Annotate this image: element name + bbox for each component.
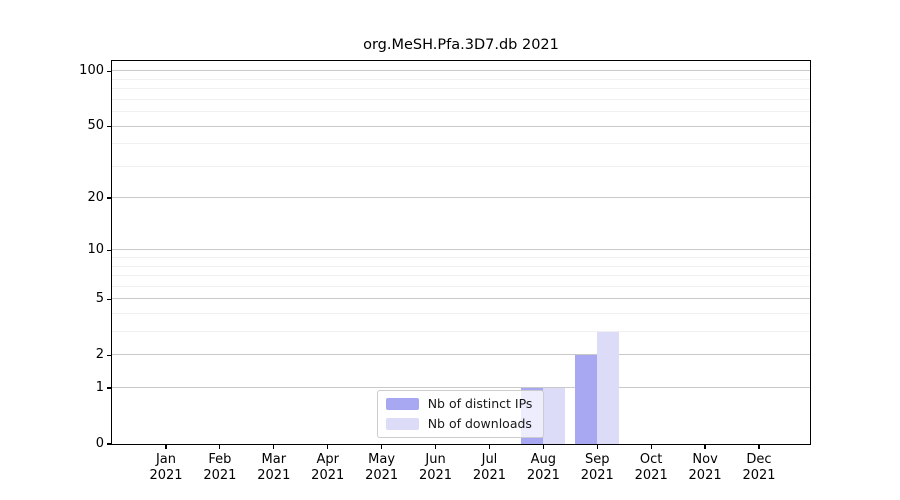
y-tick-mark-20 xyxy=(106,197,112,199)
y-tick-label-20: 20 xyxy=(87,190,104,206)
gridline-y-6 xyxy=(111,286,810,287)
bar-aug-downloads xyxy=(543,387,566,444)
gridline-y-70 xyxy=(111,98,810,100)
y-tick-mark-50 xyxy=(106,125,112,127)
x-tick-year: 2021 xyxy=(203,467,237,483)
x-tick-year: 2021 xyxy=(472,467,506,483)
x-tick-year: 2021 xyxy=(634,467,668,483)
x-tick-label-mar: Mar 2021 xyxy=(244,452,304,483)
x-tick-month: Aug xyxy=(530,452,557,467)
gridline-y-8 xyxy=(111,265,810,267)
legend-swatch-distinct-ips xyxy=(385,397,419,410)
x-tick-label-aug: Aug 2021 xyxy=(513,452,573,483)
x-tick-mark-jun xyxy=(434,445,437,450)
y-tick-label-0: 0 xyxy=(95,436,104,451)
gridline-y-5 xyxy=(111,298,810,300)
gridline-y-9 xyxy=(111,257,810,259)
x-tick-label-jun: Jun 2021 xyxy=(406,452,466,483)
x-tick-mark-feb xyxy=(219,445,221,450)
x-tick-mark-oct xyxy=(650,445,652,450)
x-tick-label-apr: Apr 2021 xyxy=(298,452,358,483)
gridline-y-40 xyxy=(111,143,810,145)
chart-title: org.MeSH.Pfa.3D7.db 2021 xyxy=(363,37,559,53)
legend-item-downloads: Nb of downloads xyxy=(385,414,543,433)
x-tick-year: 2021 xyxy=(742,467,776,483)
y-tick-label-100: 100 xyxy=(79,63,104,79)
gridline-y-100 xyxy=(111,70,810,72)
x-tick-label-oct: Oct 2021 xyxy=(621,452,681,483)
y-tick-label-50: 50 xyxy=(87,118,104,134)
y-tick-label-1: 1 xyxy=(95,380,104,395)
bar-sep-downloads xyxy=(596,331,619,444)
x-tick-month: Jan xyxy=(155,452,177,467)
x-tick-mark-apr xyxy=(327,445,329,450)
gridline-y-1 xyxy=(111,387,810,389)
x-tick-label-feb: Feb 2021 xyxy=(190,452,250,483)
x-tick-label-sep: Sep 2021 xyxy=(567,452,627,483)
gridline-y-2 xyxy=(111,354,810,356)
x-tick-year: 2021 xyxy=(311,467,345,483)
x-tick-mark-nov xyxy=(704,445,706,450)
x-tick-month: Dec xyxy=(746,452,772,467)
gridline-y-30 xyxy=(111,165,810,167)
x-tick-label-nov: Nov 2021 xyxy=(675,452,735,483)
x-tick-month: Oct xyxy=(639,452,663,467)
y-tick-mark-100 xyxy=(106,70,112,72)
gridline-y-60 xyxy=(111,111,810,113)
y-tick-mark-2 xyxy=(106,354,112,356)
x-tick-year: 2021 xyxy=(688,467,722,483)
x-tick-year: 2021 xyxy=(418,467,453,483)
y-tick-mark-5 xyxy=(106,298,112,300)
gridline-y-4 xyxy=(111,313,810,315)
x-tick-month: May xyxy=(368,452,396,467)
bar-sep-distinct-ips xyxy=(574,354,597,444)
x-tick-label-jul: Jul 2021 xyxy=(459,452,519,483)
x-tick-mark-jan xyxy=(165,445,167,450)
y-tick-label-5: 5 xyxy=(95,291,104,307)
x-tick-year: 2021 xyxy=(580,467,614,483)
x-tick-label-dec: Dec 2021 xyxy=(729,452,789,483)
x-tick-month: Feb xyxy=(208,452,232,467)
legend-item-distinct-ips: Nb of distinct IPs xyxy=(385,394,543,413)
legend-label-distinct-ips: Nb of distinct IPs xyxy=(427,396,533,412)
y-tick-mark-10 xyxy=(106,249,112,251)
legend-swatch-downloads xyxy=(385,417,419,430)
y-tick-mark-0 xyxy=(106,443,112,445)
x-tick-month: Jul xyxy=(481,452,498,467)
gridline-y-7 xyxy=(111,275,810,277)
x-tick-year: 2021 xyxy=(526,467,560,483)
x-tick-label-jan: Jan 2021 xyxy=(136,452,196,483)
x-tick-month: Apr xyxy=(316,452,339,467)
x-tick-mark-dec xyxy=(758,445,760,450)
x-tick-label-may: May 2021 xyxy=(352,452,412,483)
gridline-y-80 xyxy=(111,88,810,90)
x-tick-year: 2021 xyxy=(257,467,291,483)
y-tick-mark-1 xyxy=(106,387,112,389)
gridline-y-10 xyxy=(111,249,810,251)
y-tick-label-10: 10 xyxy=(87,242,104,258)
legend-label-downloads: Nb of downloads xyxy=(427,416,532,432)
x-tick-year: 2021 xyxy=(365,467,399,483)
gridline-y-50 xyxy=(111,125,810,127)
gridline-y-20 xyxy=(111,197,810,199)
x-tick-month: Sep xyxy=(585,452,610,467)
x-tick-mark-mar xyxy=(273,445,275,450)
legend: Nb of distinct IPs Nb of downloads xyxy=(376,389,544,438)
x-tick-year: 2021 xyxy=(149,467,183,483)
x-tick-mark-jul xyxy=(488,445,491,450)
gridline-y-90 xyxy=(111,78,810,80)
x-tick-mark-may xyxy=(381,445,383,450)
x-tick-month: Jun xyxy=(425,452,446,467)
y-tick-label-2: 2 xyxy=(95,347,104,363)
x-tick-mark-sep xyxy=(596,445,598,450)
x-tick-month: Nov xyxy=(692,452,718,467)
x-tick-mark-aug xyxy=(542,445,544,450)
x-tick-month: Mar xyxy=(261,452,287,467)
gridline-y-3 xyxy=(111,331,810,333)
plot-area: Nb of distinct IPs Nb of downloads xyxy=(110,59,811,445)
